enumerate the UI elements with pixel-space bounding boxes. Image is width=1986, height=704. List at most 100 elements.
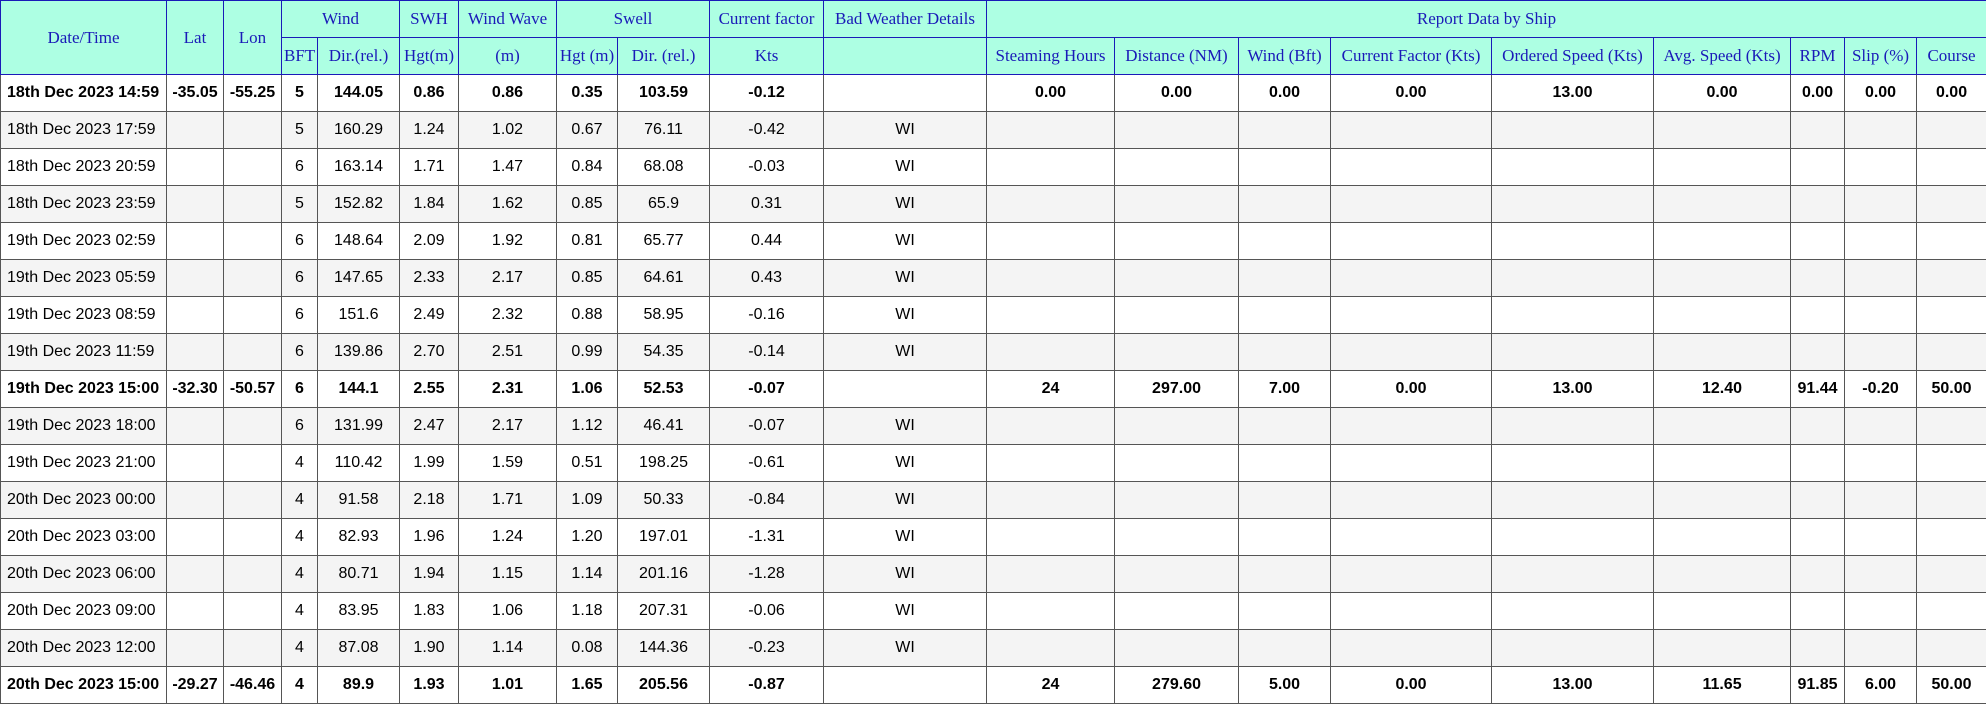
cell-wind-dir: 147.65: [317, 259, 400, 297]
col-header-wind-bft: Wind (Bft): [1238, 37, 1332, 75]
table-body: 18th Dec 2023 14:59 -35.05 -55.25 5 144.05 0.…: [0, 74, 1986, 704]
cell-wind-bft: 0.00: [1238, 74, 1332, 112]
cell-steaming-hours: [986, 629, 1116, 667]
cell-wind-dir: 87.08: [317, 629, 400, 667]
cell-avg-speed: [1653, 407, 1792, 445]
cell-current-factor: -0.06: [709, 592, 825, 630]
cell-wind-dir: 152.82: [317, 185, 400, 223]
col-header-wind-wave: Wind Wave: [458, 0, 557, 38]
cell-wind-dir: 91.58: [317, 481, 400, 519]
cell-avg-speed: 12.40: [1653, 370, 1792, 408]
cell-bad-weather: WI: [823, 444, 988, 482]
col-header-steaming-hours: Steaming Hours: [986, 37, 1116, 75]
cell-lat: [166, 481, 224, 519]
cell-avg-speed: [1653, 333, 1792, 371]
cell-swell-hgt: 1.09: [556, 481, 618, 519]
cell-distance: [1114, 333, 1240, 371]
cell-wind-bft: [1238, 555, 1332, 593]
cell-lon: [223, 518, 282, 556]
cell-lon: [223, 555, 282, 593]
cell-slip: 6.00: [1844, 666, 1918, 704]
cell-rpm: [1790, 259, 1846, 297]
table-row: 20th Dec 2023 03:00 4 82.93 1.96 1.24 1.20 197…: [0, 518, 1986, 556]
cell-swh: 2.70: [399, 333, 459, 371]
cell-rpm: 0.00: [1790, 74, 1846, 112]
cell-ordered-speed: 13.00: [1491, 370, 1655, 408]
cell-swell-dir: 52.53: [616, 370, 711, 408]
cell-steaming-hours: [986, 111, 1116, 149]
col-header-current-factor-kts: Current Factor (Kts): [1330, 37, 1493, 75]
cell-steaming-hours: [986, 185, 1116, 223]
cell-current-factor-kts: [1330, 481, 1493, 519]
cell-lon: [223, 185, 282, 223]
cell-course: 0.00: [1916, 74, 1986, 112]
cell-datetime: 19th Dec 2023 21:00: [0, 444, 167, 482]
cell-distance: 279.60: [1114, 666, 1240, 704]
cell-swell-dir: 65.9: [616, 185, 711, 223]
cell-current-factor: -0.87: [709, 666, 825, 704]
cell-rpm: [1790, 592, 1846, 630]
cell-ordered-speed: 13.00: [1491, 74, 1655, 112]
cell-swell-hgt: 1.06: [556, 370, 618, 408]
cell-ordered-speed: [1491, 407, 1655, 445]
cell-lon: -50.57: [223, 370, 282, 408]
cell-datetime: 20th Dec 2023 03:00: [0, 518, 167, 556]
cell-lat: [166, 259, 224, 297]
col-header-swh: SWH: [399, 0, 459, 38]
cell-swell-dir: 54.35: [616, 333, 711, 371]
cell-wind-dir: 144.05: [317, 74, 400, 112]
cell-swell-dir: 65.77: [616, 222, 711, 260]
cell-current-factor: -1.28: [709, 555, 825, 593]
cell-rpm: [1790, 296, 1846, 334]
cell-slip: [1844, 407, 1918, 445]
cell-wind-wave: 1.62: [458, 185, 557, 223]
cell-swell-hgt: 0.51: [556, 444, 618, 482]
cell-lon: [223, 222, 282, 260]
cell-bft: 6: [281, 259, 318, 297]
cell-current-factor-kts: [1330, 148, 1493, 186]
cell-swh: 1.83: [399, 592, 459, 630]
cell-swell-hgt: 1.65: [556, 666, 618, 704]
cell-current-factor-kts: [1330, 518, 1493, 556]
cell-wind-wave: 1.06: [458, 592, 557, 630]
cell-swell-dir: 58.95: [616, 296, 711, 334]
cell-avg-speed: [1653, 555, 1792, 593]
cell-slip: [1844, 481, 1918, 519]
table-row: 20th Dec 2023 09:00 4 83.95 1.83 1.06 1.18 207…: [0, 592, 1986, 630]
cell-slip: [1844, 444, 1918, 482]
cell-datetime: 18th Dec 2023 20:59: [0, 148, 167, 186]
cell-current-factor-kts: [1330, 629, 1493, 667]
cell-course: [1916, 555, 1986, 593]
cell-current-factor: -0.07: [709, 407, 825, 445]
cell-swell-hgt: 0.99: [556, 333, 618, 371]
col-header-avg-speed: Avg. Speed (Kts): [1653, 37, 1792, 75]
cell-swh: 1.90: [399, 629, 459, 667]
cell-wind-wave: 1.01: [458, 666, 557, 704]
cell-datetime: 19th Dec 2023 08:59: [0, 296, 167, 334]
cell-current-factor-kts: [1330, 444, 1493, 482]
table-row: 19th Dec 2023 08:59 6 151.6 2.49 2.32 0.88 58.…: [0, 296, 1986, 334]
cell-current-factor-kts: 0.00: [1330, 666, 1493, 704]
cell-current-factor: -0.16: [709, 296, 825, 334]
cell-course: [1916, 333, 1986, 371]
cell-datetime: 20th Dec 2023 09:00: [0, 592, 167, 630]
cell-wind-wave: 2.32: [458, 296, 557, 334]
cell-datetime: 19th Dec 2023 05:59: [0, 259, 167, 297]
cell-swh: 2.18: [399, 481, 459, 519]
col-header-swh-hgt: Hgt(m): [399, 37, 459, 75]
cell-rpm: [1790, 629, 1846, 667]
header-row-2: BFT Dir.(rel.) Hgt(m) (m) Hgt (m) Dir. (…: [1, 37, 1986, 75]
col-header-course: Course: [1916, 37, 1986, 75]
table-row: 18th Dec 2023 23:59 5 152.82 1.84 1.62 0.85 65…: [0, 185, 1986, 223]
cell-bft: 6: [281, 148, 318, 186]
cell-swell-hgt: 1.12: [556, 407, 618, 445]
cell-swell-dir: 50.33: [616, 481, 711, 519]
cell-distance: [1114, 407, 1240, 445]
cell-current-factor: -0.12: [709, 74, 825, 112]
cell-avg-speed: 11.65: [1653, 666, 1792, 704]
cell-wind-dir: 163.14: [317, 148, 400, 186]
cell-wind-wave: 0.86: [458, 74, 557, 112]
cell-lat: [166, 518, 224, 556]
cell-wind-bft: 5.00: [1238, 666, 1332, 704]
